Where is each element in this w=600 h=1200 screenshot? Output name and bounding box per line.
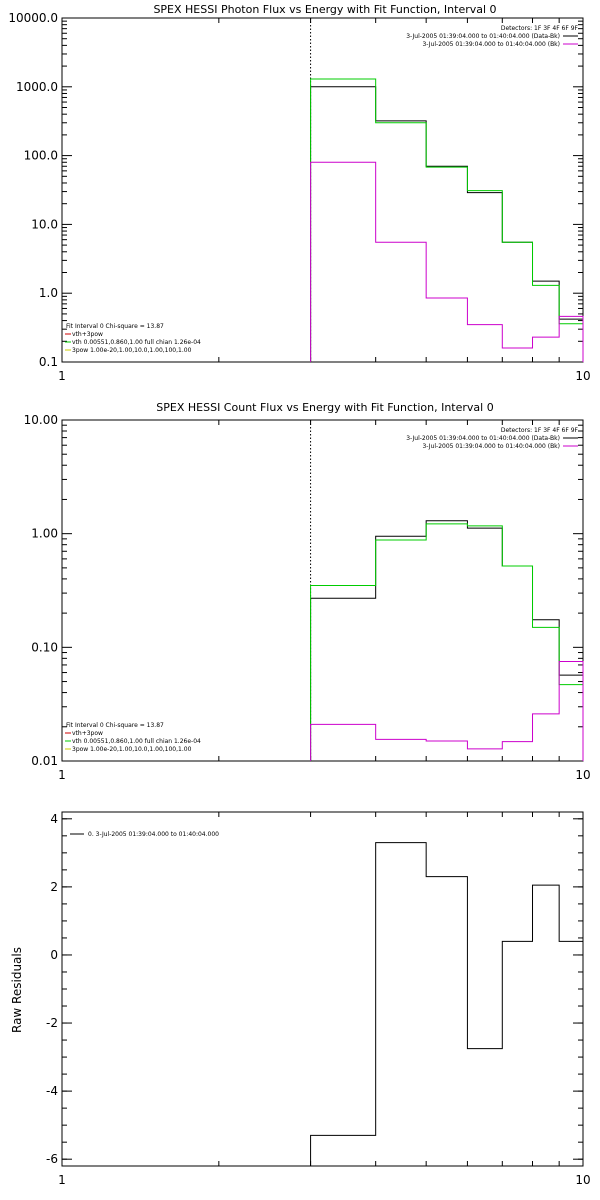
y-tick-label: -4: [46, 1084, 58, 1098]
legend-bottom-entry: 3pow 1.00e-20,1.00,10.0,1.00,100,1.00: [72, 746, 192, 753]
photon-flux-y-axis: 0.1 1.0 10.0 100.0 1000.0 10000.0: [8, 11, 583, 369]
y-tick-label: 10.0: [31, 217, 58, 231]
count-flux-legend-top: Detectors: 1F 3F 4F 6F 9F3-Jul-2005 01:3…: [406, 427, 578, 450]
y-tick-label: 0: [50, 948, 58, 962]
legend-bottom-entry: 3pow 1.00e-20,1.00,10.0,1.00,100,1.00: [72, 347, 192, 354]
legend-top-entry: 3-Jul-2005 01:39:04.000 to 01:40:04.000 …: [406, 33, 560, 40]
x-tick-label: 10: [575, 369, 590, 383]
legend-bottom-entry: Fit Interval 0 Chi-square = 13.87: [66, 722, 164, 729]
x-tick-label: 1: [58, 1173, 66, 1187]
legend-top-entry: 3-Jul-2005 01:39:04.000 to 01:40:04.000 …: [422, 443, 560, 450]
y-tick-label: -2: [46, 1016, 58, 1030]
legend-top-entry: Detectors: 1F 3F 4F 6F 9F: [501, 25, 579, 32]
x-tick-label: 1: [58, 768, 66, 782]
photon-flux-series: [310, 78, 584, 362]
count-flux-plot-frame: [61, 419, 584, 762]
residuals-y-axis: -6 -4 -2 0 2 4: [46, 812, 583, 1166]
legend-top-entry: 3-Jul-2005 01:39:04.000 to 01:40:04.000 …: [422, 41, 560, 48]
y-tick-label: 0.1: [39, 355, 58, 369]
residuals-x-axis: 1 10: [58, 812, 591, 1187]
series-step-2: [310, 661, 584, 761]
legend-bottom-entry: Fit Interval 0 Chi-square = 13.87: [66, 323, 164, 330]
series-step-0: [310, 520, 584, 761]
residuals-panel: Raw Residuals -6 -4 -2 0 2 4 1 10 0. 3-Jul-200…: [10, 811, 591, 1187]
legend-bottom-entry: vth+3pow: [72, 331, 103, 338]
photon-flux-legend-bottom: Fit Interval 0 Chi-square = 13.87vth+3po…: [65, 323, 201, 354]
photon-flux-plot-frame: [61, 17, 584, 363]
count-flux-panel: SPEX HESSI Count Flux vs Energy with Fit…: [24, 401, 591, 782]
y-tick-label: 100.0: [24, 149, 58, 163]
legend-bottom-entry: vth 0.00551,0.860,1.00 full chian 1.26e-…: [72, 738, 201, 745]
y-tick-label: 1000.0: [16, 80, 58, 94]
legend-top-entry: 3-Jul-2005 01:39:04.000 to 01:40:04.000 …: [406, 435, 560, 442]
x-tick-label: 10: [575, 768, 590, 782]
x-tick-label: 1: [58, 369, 66, 383]
residuals-series: [310, 842, 584, 1166]
residuals-y-axis-label: Raw Residuals: [10, 947, 24, 1033]
photon-flux-legend-top: Detectors: 1F 3F 4F 6F 9F3-Jul-2005 01:3…: [406, 25, 578, 48]
count-flux-y-axis: 0.01 0.10 1.00 10.00: [24, 413, 583, 768]
residuals-legend: 0. 3-Jul-2005 01:39:04.000 to 01:40:04.0…: [70, 831, 219, 838]
series-step-1: [310, 78, 584, 362]
legend-bottom-entry: vth 0.00551,0.860,1.00 full chian 1.26e-…: [72, 339, 201, 346]
residuals-plot-frame: [61, 811, 584, 1167]
y-tick-label: 10.00: [24, 413, 58, 427]
y-tick-label: 4: [50, 812, 58, 826]
y-tick-label: -6: [46, 1152, 58, 1166]
y-tick-label: 0.10: [31, 640, 58, 654]
legend-entry: 0. 3-Jul-2005 01:39:04.000 to 01:40:04.0…: [88, 831, 219, 838]
y-tick-label: 0.01: [31, 754, 58, 768]
y-tick-label: 2: [50, 880, 58, 894]
count-flux-series: [310, 520, 584, 761]
series-step-0: [310, 842, 584, 1166]
series-step-0: [310, 86, 584, 362]
legend-top-entry: Detectors: 1F 3F 4F 6F 9F: [501, 427, 579, 434]
photon-flux-panel: SPEX HESSI Photon Flux vs Energy with Fi…: [8, 3, 590, 383]
x-tick-label: 10: [575, 1173, 590, 1187]
photon-flux-title: SPEX HESSI Photon Flux vs Energy with Fi…: [153, 3, 496, 16]
series-step-2: [310, 161, 584, 362]
series-step-1: [310, 523, 584, 761]
y-tick-label: 1.00: [31, 527, 58, 541]
y-tick-label: 10000.0: [8, 11, 58, 25]
legend-bottom-entry: vth+3pow: [72, 730, 103, 737]
y-tick-label: 1.0: [39, 286, 58, 300]
count-flux-legend-bottom: Fit Interval 0 Chi-square = 13.87vth+3po…: [65, 722, 201, 753]
count-flux-title: SPEX HESSI Count Flux vs Energy with Fit…: [156, 401, 493, 414]
